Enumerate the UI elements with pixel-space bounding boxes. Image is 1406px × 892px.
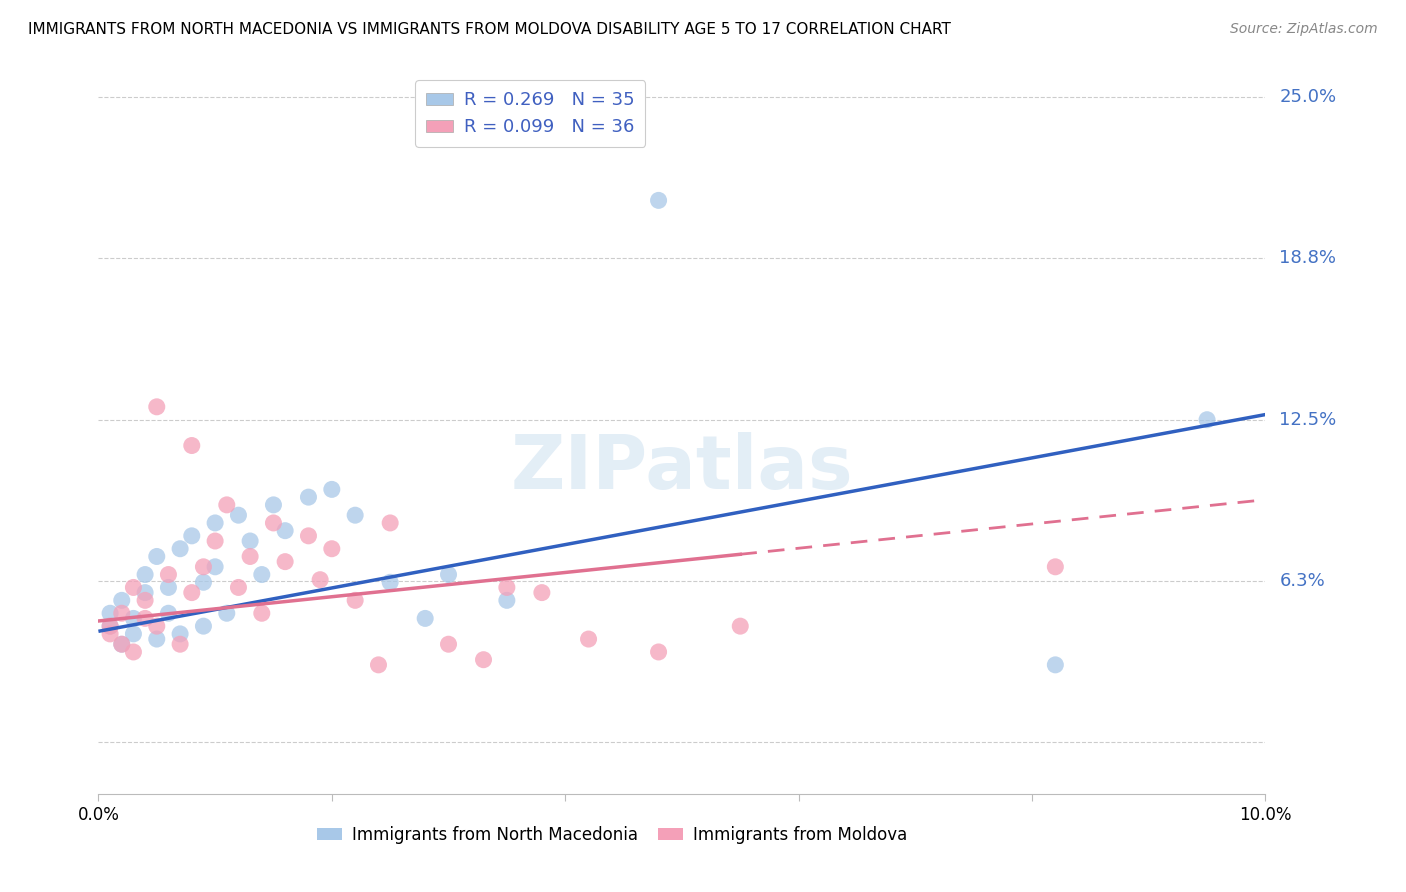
Text: Source: ZipAtlas.com: Source: ZipAtlas.com [1230, 22, 1378, 37]
Point [250, 607, 273, 621]
Point [157, 607, 180, 621]
Text: IMMIGRANTS FROM NORTH MACEDONIA VS IMMIGRANTS FROM MOLDOVA DISABILITY AGE 5 TO 1: IMMIGRANTS FROM NORTH MACEDONIA VS IMMIG… [28, 22, 950, 37]
Point [146, 619, 169, 633]
Text: 6.3%: 6.3% [1279, 572, 1324, 590]
Point [204, 533, 226, 548]
Point [297, 490, 319, 504]
Point [169, 637, 191, 651]
Point [98, 619, 121, 633]
Point [1045, 657, 1067, 672]
Point [274, 555, 297, 569]
Point [180, 529, 202, 543]
Text: 12.5%: 12.5% [1279, 410, 1337, 429]
Point [578, 632, 600, 646]
Text: ZIPatlas: ZIPatlas [510, 433, 853, 505]
Point [647, 194, 669, 208]
Point [98, 627, 121, 641]
Point [215, 498, 238, 512]
Point [122, 627, 145, 641]
Point [344, 593, 367, 607]
Point [321, 541, 343, 556]
Point [228, 581, 250, 595]
Point [146, 549, 169, 564]
Point [169, 627, 191, 641]
Point [111, 593, 134, 607]
Text: 18.8%: 18.8% [1279, 250, 1336, 268]
Point [111, 607, 134, 621]
Point [180, 585, 202, 599]
Point [380, 575, 402, 590]
Point [122, 645, 145, 659]
Point [730, 619, 752, 633]
Point [134, 593, 156, 607]
Point [274, 524, 297, 538]
Point [111, 637, 134, 651]
Point [344, 508, 367, 523]
Point [380, 516, 402, 530]
Point [413, 611, 436, 625]
Point [98, 619, 121, 633]
Point [250, 567, 273, 582]
Point [169, 541, 191, 556]
Legend: Immigrants from North Macedonia, Immigrants from Moldova: Immigrants from North Macedonia, Immigra… [311, 819, 914, 851]
Point [228, 508, 250, 523]
Point [321, 483, 343, 497]
Point [367, 657, 389, 672]
Point [262, 498, 284, 512]
Point [98, 607, 121, 621]
Point [157, 567, 180, 582]
Point [134, 585, 156, 599]
Point [297, 529, 319, 543]
Point [146, 400, 169, 414]
Point [157, 581, 180, 595]
Point [262, 516, 284, 530]
Point [122, 611, 145, 625]
Point [496, 593, 519, 607]
Point [146, 632, 169, 646]
Point [111, 637, 134, 651]
Point [1195, 413, 1218, 427]
Point [193, 619, 215, 633]
Point [204, 516, 226, 530]
Point [437, 637, 460, 651]
Point [309, 573, 332, 587]
Point [180, 438, 202, 452]
Point [122, 581, 145, 595]
Point [204, 559, 226, 574]
Point [437, 567, 460, 582]
Point [1045, 559, 1067, 574]
Point [134, 611, 156, 625]
Point [496, 581, 519, 595]
Point [530, 585, 553, 599]
Point [472, 653, 495, 667]
Point [647, 645, 669, 659]
Point [193, 575, 215, 590]
Text: 25.0%: 25.0% [1279, 88, 1337, 106]
Point [239, 549, 262, 564]
Point [239, 533, 262, 548]
Point [193, 559, 215, 574]
Point [134, 567, 156, 582]
Point [215, 607, 238, 621]
